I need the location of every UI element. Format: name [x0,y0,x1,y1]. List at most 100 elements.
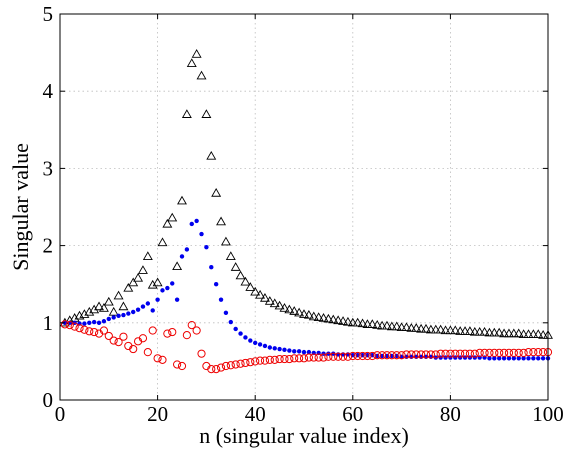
triangle-point [381,320,392,330]
triangle-point [523,329,534,338]
y-tick-label: 4 [43,79,54,103]
dot-point [506,356,512,361]
circle-point [75,324,84,333]
circle-point [65,321,74,330]
dot-point [209,265,214,270]
circle-point [524,348,533,357]
dot-point [106,316,112,322]
dot-point [243,335,248,340]
circle-point [270,355,279,364]
dot-point [126,311,131,316]
dot-point [150,308,155,313]
triangle-point [152,277,163,287]
circle-point [480,348,489,358]
triangle-point [416,323,427,333]
triangle-point [211,187,222,197]
triangle-point [503,328,514,338]
triangle-point [303,309,314,319]
triangle-point [489,327,500,337]
x-axis-title: n (singular value index) [199,423,409,448]
dot-point [272,346,277,351]
circle-point [377,351,387,360]
circle-point [387,351,396,360]
circle-point [470,349,479,358]
circle-point [456,349,465,358]
triangle-point [299,309,309,318]
triangle-point [186,58,197,68]
circle-point [451,349,460,358]
triangle-point [323,313,334,323]
circle-point [143,348,152,357]
dot-point [531,356,536,361]
y-tick-label: 2 [43,234,54,258]
dot-point [433,355,438,360]
triangle-point [162,218,173,228]
triangle-point [372,320,383,329]
triangle-point [118,301,129,311]
triangle-point [518,329,529,338]
triangle-point [333,315,344,325]
circle-point [304,353,313,362]
circle-point [236,359,245,368]
circle-point [495,348,504,358]
triangle-point [128,277,139,287]
triangle-point [435,324,446,334]
circle-point [246,358,255,367]
circle-point [343,352,353,361]
circle-point [373,351,382,360]
dot-point [189,221,194,227]
dot-point [521,356,526,361]
triangle-point [113,290,124,300]
dot-point [287,348,292,353]
circle-point [168,327,177,337]
dot-point [140,304,146,309]
triangle-point [474,326,485,336]
triangle-point [352,317,363,327]
circle-point [158,355,167,364]
circle-point [109,336,118,345]
circle-point [490,348,499,358]
triangle-point [108,306,119,316]
triangle-point [513,328,524,338]
circle-point [265,355,274,364]
triangle-point [318,313,329,322]
dot-point [82,321,87,326]
triangle-point [386,321,397,331]
triangle-point [484,327,495,337]
circle-point [231,360,240,369]
circle-point [212,365,221,374]
dot-point [253,340,258,346]
circle-point [402,350,411,359]
x-tick-label: 80 [440,402,461,426]
triangle-point [338,316,349,325]
triangle-point [103,296,114,306]
circle-point [241,358,250,368]
series-triangle [59,49,553,339]
circle-point [260,356,270,365]
circle-point [329,352,338,361]
triangle-point [79,309,90,318]
triangle-point [284,304,295,314]
circle-point [192,326,201,335]
circle-point [407,350,416,359]
dot-point [536,356,541,361]
triangle-point [425,324,436,334]
circle-point [529,348,538,357]
x-tick-label: 0 [55,402,66,426]
triangle-point [230,262,241,271]
dot-point [199,231,204,237]
circle-point [426,350,435,359]
circle-point [60,320,69,329]
triangle-point [157,237,168,247]
triangle-point [259,292,270,302]
circle-point [319,353,328,362]
dot-point [501,356,507,361]
dot-point [238,331,243,336]
dot-point [292,349,297,354]
dot-point [277,346,282,352]
circle-point [129,344,138,354]
triangle-point [377,320,388,330]
circle-point [334,352,343,361]
dot-point [116,313,121,319]
dot-point [111,315,116,320]
